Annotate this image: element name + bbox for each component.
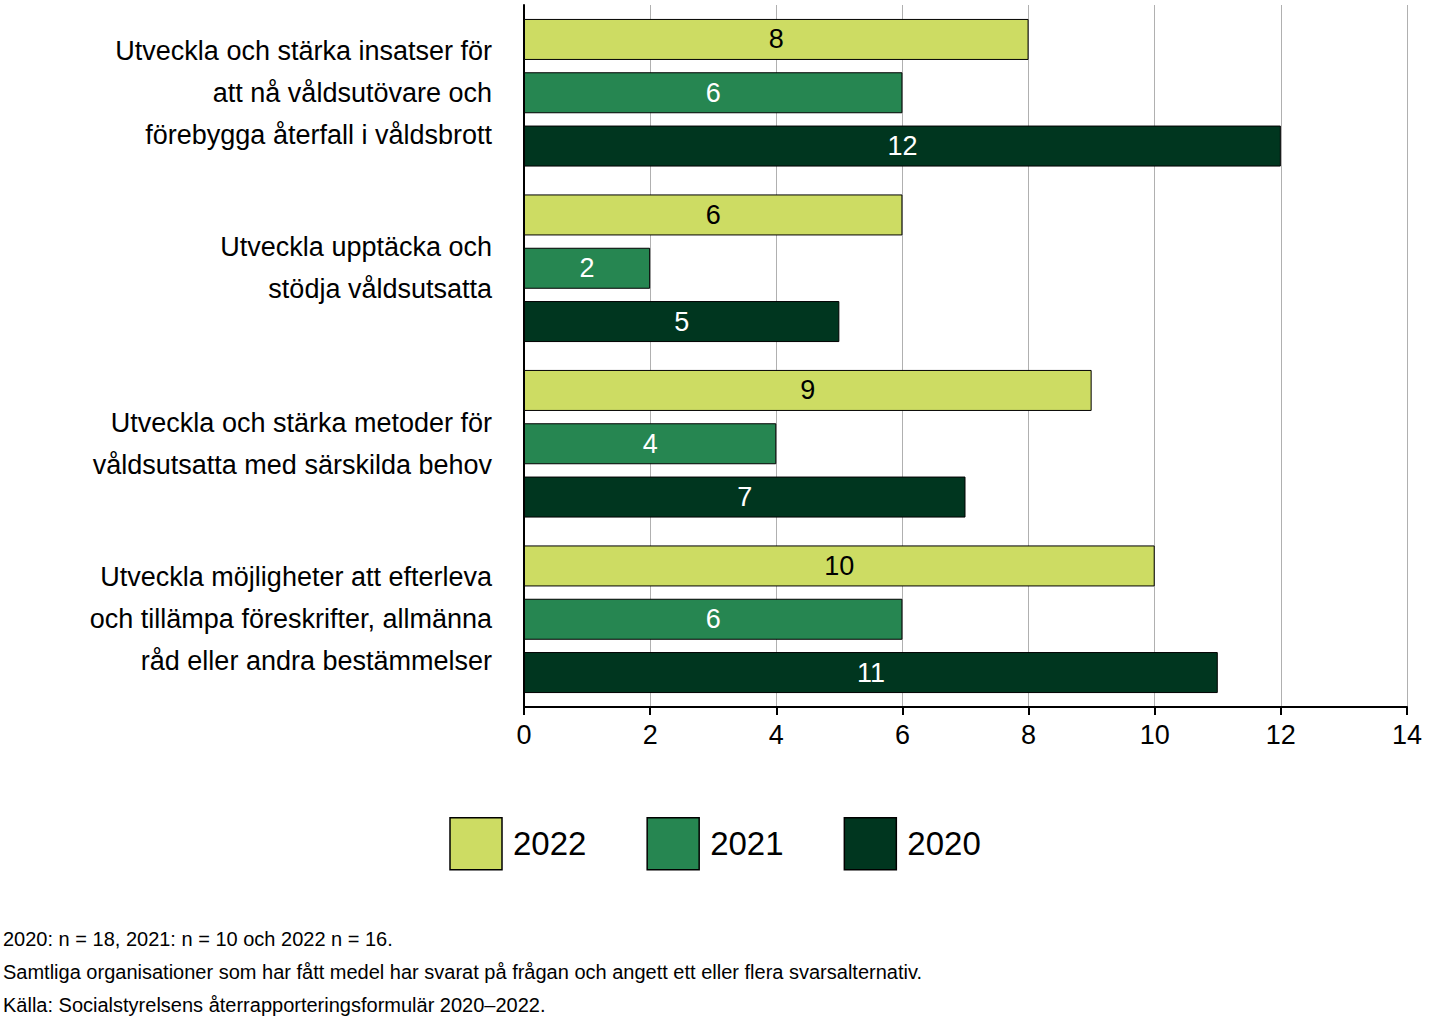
svg-text:förebygga återfall i våldsbrot: förebygga återfall i våldsbrott xyxy=(145,120,492,150)
svg-text:råd eller andra bestämmelser: råd eller andra bestämmelser xyxy=(141,646,492,676)
svg-text:8: 8 xyxy=(1021,720,1036,750)
svg-text:2: 2 xyxy=(580,253,595,283)
svg-text:6: 6 xyxy=(895,720,910,750)
svg-text:11: 11 xyxy=(857,658,885,688)
svg-text:6: 6 xyxy=(706,200,721,230)
svg-text:4: 4 xyxy=(643,429,658,459)
svg-text:12: 12 xyxy=(1266,720,1296,750)
svg-text:2020: n = 18, 2021: n = 10 och: 2020: n = 18, 2021: n = 10 och 2022 n = … xyxy=(3,928,393,950)
svg-text:12: 12 xyxy=(887,131,917,161)
svg-text:Utveckla upptäcka och: Utveckla upptäcka och xyxy=(220,232,492,262)
svg-text:2022: 2022 xyxy=(513,825,586,862)
svg-text:2: 2 xyxy=(643,720,658,750)
svg-text:10: 10 xyxy=(1140,720,1170,750)
svg-text:6: 6 xyxy=(706,604,721,634)
svg-text:våldsutsatta med särskilda beh: våldsutsatta med särskilda behov xyxy=(93,450,493,480)
svg-text:4: 4 xyxy=(769,720,784,750)
svg-text:Utveckla och stärka insatser f: Utveckla och stärka insatser för xyxy=(115,36,492,66)
svg-text:Utveckla och stärka metoder fö: Utveckla och stärka metoder för xyxy=(111,408,492,438)
svg-text:att nå våldsutövare och: att nå våldsutövare och xyxy=(213,78,492,108)
svg-text:2020: 2020 xyxy=(907,825,980,862)
svg-text:Samtliga organisationer som ha: Samtliga organisationer som har fått med… xyxy=(3,961,922,983)
svg-text:2021: 2021 xyxy=(710,825,783,862)
svg-text:6: 6 xyxy=(706,78,721,108)
svg-text:14: 14 xyxy=(1392,720,1422,750)
svg-text:0: 0 xyxy=(516,720,531,750)
svg-text:5: 5 xyxy=(674,307,689,337)
svg-text:och tillämpa föreskrifter, all: och tillämpa föreskrifter, allmänna xyxy=(90,604,493,634)
svg-text:9: 9 xyxy=(800,375,815,405)
svg-text:10: 10 xyxy=(824,551,854,581)
svg-text:Utveckla möjligheter att efter: Utveckla möjligheter att efterleva xyxy=(100,562,493,592)
svg-text:stödja våldsutsatta: stödja våldsutsatta xyxy=(268,274,493,304)
svg-text:8: 8 xyxy=(769,24,784,54)
svg-text:Källa: Socialstyrelsens återra: Källa: Socialstyrelsens återrapportering… xyxy=(3,994,546,1016)
svg-text:7: 7 xyxy=(737,482,752,512)
